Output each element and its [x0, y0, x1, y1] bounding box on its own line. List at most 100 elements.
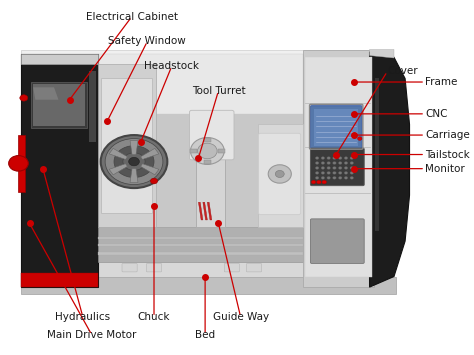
Polygon shape [109, 164, 128, 175]
Polygon shape [99, 252, 303, 255]
Polygon shape [207, 202, 212, 220]
Circle shape [357, 137, 362, 140]
Circle shape [315, 162, 319, 164]
Polygon shape [31, 82, 87, 128]
Circle shape [338, 166, 342, 169]
Circle shape [315, 166, 319, 169]
Polygon shape [141, 164, 159, 175]
Circle shape [105, 138, 163, 185]
Circle shape [123, 153, 145, 170]
Circle shape [338, 171, 342, 174]
Circle shape [333, 176, 336, 179]
Circle shape [321, 171, 325, 174]
Polygon shape [199, 202, 203, 220]
Polygon shape [130, 169, 138, 182]
Polygon shape [33, 84, 85, 126]
Circle shape [275, 170, 284, 178]
Circle shape [333, 157, 336, 159]
FancyBboxPatch shape [246, 263, 262, 272]
Text: Main Drive Motor: Main Drive Motor [47, 330, 137, 340]
Circle shape [114, 146, 154, 178]
Polygon shape [141, 148, 159, 159]
Circle shape [315, 171, 319, 174]
Circle shape [333, 166, 336, 169]
Text: Guide Way: Guide Way [213, 312, 269, 322]
FancyBboxPatch shape [224, 263, 239, 272]
Polygon shape [370, 49, 394, 58]
Polygon shape [109, 148, 128, 159]
Circle shape [327, 166, 330, 169]
Circle shape [338, 157, 342, 159]
Text: Carriage: Carriage [425, 130, 470, 140]
Polygon shape [21, 54, 99, 64]
Polygon shape [305, 57, 372, 277]
Text: Tailstock: Tailstock [425, 149, 470, 159]
Circle shape [315, 176, 319, 179]
FancyBboxPatch shape [146, 263, 162, 272]
Polygon shape [99, 64, 156, 227]
Circle shape [20, 95, 28, 101]
Circle shape [150, 178, 157, 184]
FancyBboxPatch shape [218, 149, 225, 153]
Circle shape [321, 176, 325, 179]
Polygon shape [303, 50, 374, 287]
Circle shape [100, 135, 167, 188]
Circle shape [327, 157, 330, 159]
Text: CNC: CNC [425, 109, 447, 119]
Circle shape [338, 162, 342, 164]
Polygon shape [99, 227, 303, 262]
Circle shape [350, 171, 354, 174]
Circle shape [350, 162, 354, 164]
Circle shape [315, 157, 319, 159]
Circle shape [350, 166, 354, 169]
Circle shape [344, 157, 348, 159]
Circle shape [338, 176, 342, 179]
Text: Headstock: Headstock [144, 61, 199, 71]
Polygon shape [21, 273, 99, 287]
Circle shape [198, 143, 217, 159]
FancyBboxPatch shape [196, 149, 225, 227]
Polygon shape [18, 135, 25, 192]
Polygon shape [21, 54, 99, 287]
Polygon shape [99, 244, 303, 246]
Circle shape [311, 180, 316, 184]
Polygon shape [99, 54, 303, 114]
Text: Bed: Bed [195, 330, 215, 340]
Circle shape [321, 157, 325, 159]
Circle shape [350, 157, 354, 159]
FancyBboxPatch shape [190, 149, 197, 153]
Circle shape [321, 166, 325, 169]
Text: Frame: Frame [425, 77, 457, 87]
Polygon shape [258, 125, 303, 227]
Polygon shape [89, 71, 96, 142]
Circle shape [327, 171, 330, 174]
FancyBboxPatch shape [314, 109, 358, 146]
Text: Electrical Cabinet: Electrical Cabinet [86, 12, 178, 22]
Circle shape [322, 180, 327, 184]
Polygon shape [33, 87, 58, 100]
Circle shape [344, 162, 348, 164]
Polygon shape [21, 54, 392, 287]
Polygon shape [21, 50, 392, 64]
FancyBboxPatch shape [204, 137, 211, 142]
FancyBboxPatch shape [258, 133, 301, 215]
Circle shape [333, 162, 336, 164]
Circle shape [344, 176, 348, 179]
Circle shape [321, 162, 325, 164]
FancyBboxPatch shape [100, 78, 152, 213]
Polygon shape [21, 277, 396, 294]
FancyBboxPatch shape [310, 219, 364, 263]
Circle shape [344, 171, 348, 174]
FancyBboxPatch shape [190, 110, 234, 160]
Circle shape [268, 165, 292, 183]
Text: Tool Turret: Tool Turret [191, 86, 245, 96]
Polygon shape [370, 52, 410, 287]
Polygon shape [203, 202, 207, 220]
Text: Safety Window: Safety Window [109, 36, 186, 47]
Text: Cover: Cover [387, 66, 418, 76]
Circle shape [344, 166, 348, 169]
Text: Chuck: Chuck [138, 312, 170, 322]
Circle shape [327, 176, 330, 179]
FancyBboxPatch shape [310, 148, 364, 186]
FancyBboxPatch shape [204, 160, 211, 164]
